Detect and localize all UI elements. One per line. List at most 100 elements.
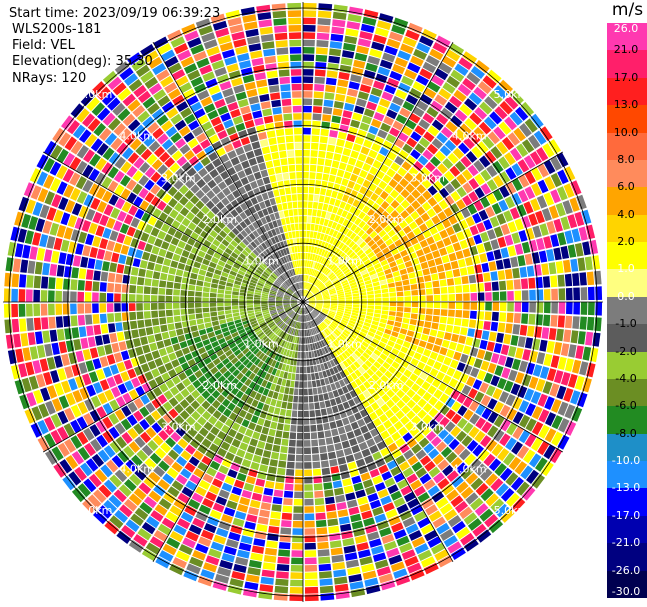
- radar-gate: [327, 220, 334, 228]
- radar-gate: [164, 157, 176, 168]
- radar-gate: [252, 274, 260, 280]
- radar-gate: [406, 231, 416, 240]
- radar-gate: [490, 478, 504, 492]
- radar-gate: [440, 446, 453, 458]
- radar-gate: [455, 462, 468, 474]
- radar-gate: [244, 246, 252, 254]
- radar-gate: [303, 39, 315, 47]
- radar-gate: [520, 101, 535, 117]
- radar-gate: [308, 304, 315, 308]
- radar-gate: [177, 334, 186, 343]
- radar-gate: [237, 256, 245, 263]
- radar-gate: [244, 183, 252, 192]
- radar-gate: [18, 303, 26, 317]
- radar-gate: [306, 351, 309, 359]
- radar-gate: [297, 290, 301, 297]
- radar-gate: [139, 419, 150, 431]
- radar-gate: [304, 572, 318, 579]
- radar-gate: [278, 310, 285, 315]
- radar-gate: [383, 540, 397, 551]
- radar-gate: [162, 401, 173, 412]
- radar-gate: [275, 400, 282, 408]
- radar-gate: [221, 514, 233, 524]
- radar-gate: [294, 142, 302, 150]
- radar-gate: [304, 267, 307, 275]
- radar-gate: [407, 455, 419, 466]
- radar-gate: [156, 69, 170, 82]
- colorbar-tick-label: 10.0: [613, 125, 639, 139]
- radar-gate: [47, 385, 58, 399]
- radar-gate: [390, 404, 400, 414]
- radar-gate: [359, 186, 368, 195]
- radar-gate: [400, 43, 414, 54]
- radar-gate: [254, 292, 262, 296]
- radar-gate: [200, 156, 211, 167]
- radar-gate: [106, 217, 116, 229]
- radar-gate: [444, 183, 455, 194]
- radar-gate: [338, 354, 345, 362]
- radar-gate: [429, 48, 444, 61]
- radar-gate: [77, 280, 85, 291]
- radar-gate: [477, 292, 485, 301]
- radar-gate: [168, 88, 181, 100]
- radar-gate: [309, 172, 316, 179]
- radar-gate: [255, 329, 263, 336]
- radar-gate: [329, 309, 337, 313]
- radar-gate: [418, 437, 430, 448]
- radar-gate: [23, 182, 35, 198]
- radar-gate: [323, 299, 331, 301]
- radar-gate: [334, 583, 349, 592]
- radar-gate: [212, 273, 221, 280]
- radar-gate: [280, 313, 287, 318]
- radar-gate: [317, 202, 324, 210]
- radar-gate: [436, 240, 445, 249]
- radar-gate: [462, 422, 474, 434]
- radar-gate: [211, 278, 219, 284]
- radar-gate: [334, 348, 341, 356]
- radar-gate: [377, 129, 388, 139]
- radar-gate: [462, 77, 476, 91]
- radar-gate: [190, 325, 198, 332]
- radar-gate: [311, 320, 316, 327]
- radar-gate: [290, 277, 295, 284]
- radar-gate: [96, 434, 108, 448]
- radar-gate: [188, 524, 202, 535]
- radar-gate: [157, 417, 168, 429]
- radar-gate: [336, 138, 345, 147]
- radar-gate: [450, 426, 462, 438]
- radar-gate: [116, 264, 125, 274]
- radar-gate: [348, 320, 356, 325]
- radar-gate: [295, 268, 299, 275]
- radar-gate: [505, 437, 517, 451]
- radar-gate: [400, 249, 408, 257]
- radar-gate: [242, 435, 251, 444]
- radar-gate: [226, 193, 235, 202]
- radar-gate: [323, 99, 334, 108]
- radar-gate: [363, 108, 375, 118]
- radar-gate: [233, 349, 242, 357]
- radar-gate: [446, 75, 460, 88]
- radar-gate: [477, 81, 492, 95]
- radar-gate: [305, 337, 308, 344]
- radar-gate: [120, 371, 130, 382]
- radar-gate: [92, 292, 99, 302]
- radar-gate: [544, 428, 557, 443]
- radar-gate: [203, 39, 218, 50]
- radar-gate: [311, 287, 317, 293]
- radar-gate: [138, 187, 149, 199]
- radar-gate: [293, 293, 299, 299]
- radar-gate: [382, 174, 392, 184]
- radar-gate: [212, 380, 221, 389]
- radar-gate: [346, 21, 361, 30]
- radar-gate: [324, 259, 330, 266]
- radar-gate: [232, 517, 245, 527]
- radar-gate: [307, 293, 313, 299]
- radar-gate: [94, 335, 103, 346]
- radar-gate: [474, 187, 485, 199]
- radar-gate: [263, 153, 272, 162]
- radar-gate: [450, 457, 463, 469]
- radar-gate: [519, 123, 532, 138]
- radar-gate: [68, 378, 78, 391]
- radar-gate: [308, 351, 312, 359]
- radar-gate: [420, 212, 430, 222]
